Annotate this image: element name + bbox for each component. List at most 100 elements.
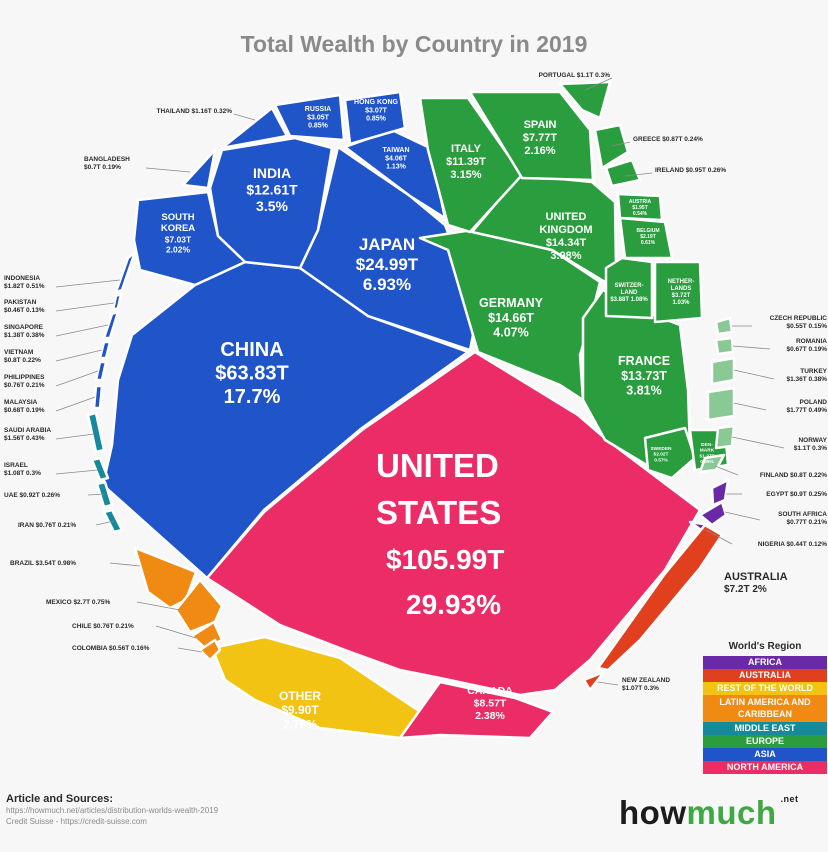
outer-label-poland-name: POLAND — [800, 399, 828, 406]
outer-label-malaysia: MALAYSIA$0.68T 0.19% — [4, 396, 96, 414]
cell-ireland — [604, 158, 642, 188]
outer-label-iran-text: IRAN $0.76T 0.21% — [18, 522, 76, 529]
outer-label-czech-republic-name: CZECH REPUBLIC — [770, 315, 828, 322]
cell-south-korea — [132, 190, 247, 287]
cell-switzerland — [604, 256, 654, 320]
label-france-line-2: $13.73T — [621, 369, 667, 383]
outer-label-brazil: BRAZIL $3.54T 0.98% — [10, 560, 141, 567]
label-south-korea-line-1: SOUTH — [161, 212, 194, 223]
label-switzerland-line-2: LAND — [621, 290, 638, 296]
outer-label-greece: GREECE $0.87T 0.24% — [611, 136, 703, 147]
label-hong-kong: HONG KONG$3.07T 0.85% — [354, 99, 399, 123]
leader-line-chile — [155, 625, 197, 639]
leader-line-norway — [731, 436, 785, 449]
cell-turkey — [710, 356, 736, 386]
label-other-line-3: 2.76% — [283, 717, 317, 731]
label-russia-line-3: 0.85% — [308, 123, 329, 130]
label-china-line-1: CHINA — [220, 339, 283, 361]
outer-label-turkey-name: TURKEY — [800, 368, 827, 375]
label-hong-kong-line-3: 0.85% — [366, 116, 387, 123]
cell-spain — [468, 90, 595, 182]
outer-label-south-africa-name: SOUTH AFRICA — [778, 511, 827, 518]
leader-line-colombia — [177, 647, 203, 653]
legend-item-australia: AUSTRALIA — [703, 669, 827, 682]
label-india-line-3: 3.5% — [256, 198, 288, 214]
cell-philippines — [94, 360, 108, 382]
outer-label-indonesia: INDONESIA$1.82T 0.51% — [4, 275, 121, 290]
outer-label-vietnam-value: $0.8T 0.22% — [4, 357, 41, 364]
outer-label-finland-text: FINLAND $0.8T 0.22% — [760, 472, 827, 479]
leader-line-bangladesh — [145, 167, 191, 173]
sources-credit: Credit Suisse - https://credit-suisse.co… — [6, 817, 147, 826]
label-south-korea-line-4: 2.02% — [166, 244, 191, 254]
outer-label-thailand: THAILAND $1.16T 0.32% — [157, 108, 256, 121]
outer-label-pakistan-name: PAKISTAN — [4, 299, 37, 306]
outer-label-greece-text: GREECE $0.87T 0.24% — [633, 136, 703, 143]
leader-line-mexico — [136, 601, 181, 611]
label-russia: RUSSIA$3.05T 0.85% — [305, 106, 331, 130]
label-taiwan-line-3: 1.13% — [386, 164, 407, 171]
sources-link[interactable]: https://howmuch.net/articles/distributio… — [6, 806, 219, 815]
cell-pakistan — [111, 292, 123, 312]
label-austria-line-3: 0.54% — [633, 211, 648, 217]
cell-italy — [418, 96, 524, 234]
label-united-kingdom-line-4: 3.98% — [550, 250, 581, 262]
cell-singapore — [102, 310, 120, 340]
outer-label-czech-republic: CZECH REPUBLIC$0.55T 0.15% — [732, 315, 827, 330]
label-hong-kong-line-1: HONG KONG — [354, 99, 399, 106]
cell-south-africa — [698, 500, 728, 527]
outer-label-new-zealand-value: $1.07T 0.3% — [622, 685, 659, 692]
outer-label-romania-name: ROMANIA — [796, 338, 827, 345]
label-netherlands-line-4: 1.03% — [672, 300, 690, 306]
outer-label-poland-value: $1.77T 0.49% — [787, 407, 828, 414]
cell-norway — [714, 424, 736, 450]
label-japan-line-2: $24.99T — [356, 255, 419, 274]
label-germany-line-1: GERMANY — [479, 296, 544, 310]
label-russia-line-1: RUSSIA — [305, 106, 331, 113]
leader-line-romania — [732, 345, 771, 350]
leader-line-south-africa — [724, 511, 761, 521]
cell-malaysia — [92, 384, 104, 410]
outer-label-mexico-text: MEXICO $2.7T 0.75% — [46, 599, 111, 606]
legend-item-north-america: NORTH AMERICA — [703, 761, 827, 774]
label-denmark-line-2: MARK — [700, 448, 715, 454]
outer-label-israel-name: ISRAEL — [4, 462, 28, 469]
outer-label-south-africa: SOUTH AFRICA$0.77T 0.21% — [724, 511, 828, 526]
cell-japan — [298, 145, 480, 352]
legend-item-middle-east: MIDDLE EAST — [703, 722, 827, 735]
outer-label-philippines: PHILIPPINES$0.76T 0.21% — [4, 370, 99, 389]
outer-label-norway-value: $1.1T 0.3% — [794, 445, 827, 452]
leader-line-philippines — [55, 370, 99, 387]
leader-line-nigeria — [705, 529, 733, 545]
leader-line-portugal — [584, 77, 613, 91]
label-france-line-3: 3.81% — [626, 384, 661, 398]
label-united-kingdom-line-2: KINGDOM — [539, 224, 592, 236]
outer-label-portugal-text: PORTUGAL $1.1T 0.3% — [539, 72, 611, 79]
cell-vietnam — [98, 340, 112, 360]
cell-hong-kong — [343, 90, 407, 146]
label-china-line-2: $63.83T — [215, 363, 288, 385]
cell-united-states — [205, 350, 702, 697]
outer-label-israel: ISRAEL$1.08T 0.3% — [4, 462, 99, 477]
cell-austria — [616, 192, 664, 222]
cell-russia — [273, 93, 346, 142]
leader-line-vietnam — [55, 349, 103, 362]
outer-label-south-africa-value: $0.77T 0.21% — [787, 519, 828, 526]
outer-label-australia-name: AUSTRALIA — [724, 571, 788, 583]
cell-australia — [596, 523, 724, 672]
outer-label-new-zealand: NEW ZEALAND$1.07T 0.3% — [597, 677, 670, 692]
brand-much: much — [686, 794, 777, 831]
label-italy-line-1: ITALY — [451, 143, 482, 155]
label-belgium-line-1: BELGIUM — [636, 228, 659, 234]
label-japan-line-3: 6.93% — [363, 275, 411, 294]
label-netherlands-line-2: LANDS — [671, 286, 692, 292]
outer-label-uae: UAE $0.92T 0.26% — [4, 492, 105, 499]
cell-sweden — [643, 426, 697, 480]
outer-label-turkey-value: $1.36T 0.38% — [787, 376, 828, 383]
